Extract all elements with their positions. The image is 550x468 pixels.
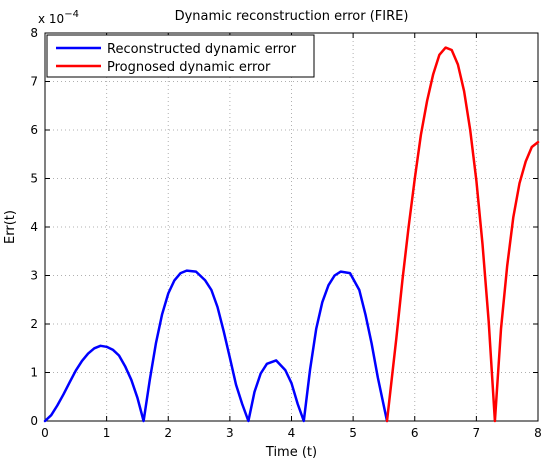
legend-entry-prognosed: Prognosed dynamic error	[107, 60, 271, 75]
grid-lines	[45, 33, 538, 421]
x-tick-label: 4	[288, 426, 296, 440]
y-tick-label: 4	[30, 220, 38, 234]
y-tick-label: 3	[30, 269, 38, 283]
x-tick-label: 3	[226, 426, 234, 440]
legend-entry-reconstructed: Reconstructed dynamic error	[107, 42, 297, 57]
legend: Reconstructed dynamic error Prognosed dy…	[46, 34, 315, 78]
y-tick-label: 0	[30, 414, 38, 428]
y-axis-exponent: x 10−4	[38, 9, 79, 26]
series-line-reconstructed	[43, 269, 389, 423]
y-tick-label: 7	[30, 75, 38, 89]
x-tick-label: 0	[41, 426, 49, 440]
y-axis-exponent-base: x 10	[38, 12, 64, 26]
x-tick-label: 8	[534, 426, 542, 440]
series-lines	[43, 46, 540, 423]
y-tick-label: 5	[30, 172, 38, 186]
chart-title: Dynamic reconstruction error (FIRE)	[175, 9, 409, 24]
legend-box	[46, 34, 315, 78]
series-line-prognosed	[385, 46, 540, 423]
x-tick-label: 5	[349, 426, 357, 440]
x-tick-label: 6	[411, 426, 419, 440]
x-tick-label: 7	[473, 426, 481, 440]
y-axis-exponent-power: −4	[64, 9, 79, 20]
y-axis-label: Err(t)	[3, 210, 18, 244]
x-tick-label: 2	[164, 426, 172, 440]
x-tick-label: 1	[103, 426, 111, 440]
y-tick-label: 1	[30, 366, 38, 380]
y-tick-label: 2	[30, 317, 38, 331]
x-axis-label: Time (t)	[265, 445, 317, 460]
y-tick-label: 8	[30, 26, 38, 40]
y-tick-label: 6	[30, 123, 38, 137]
